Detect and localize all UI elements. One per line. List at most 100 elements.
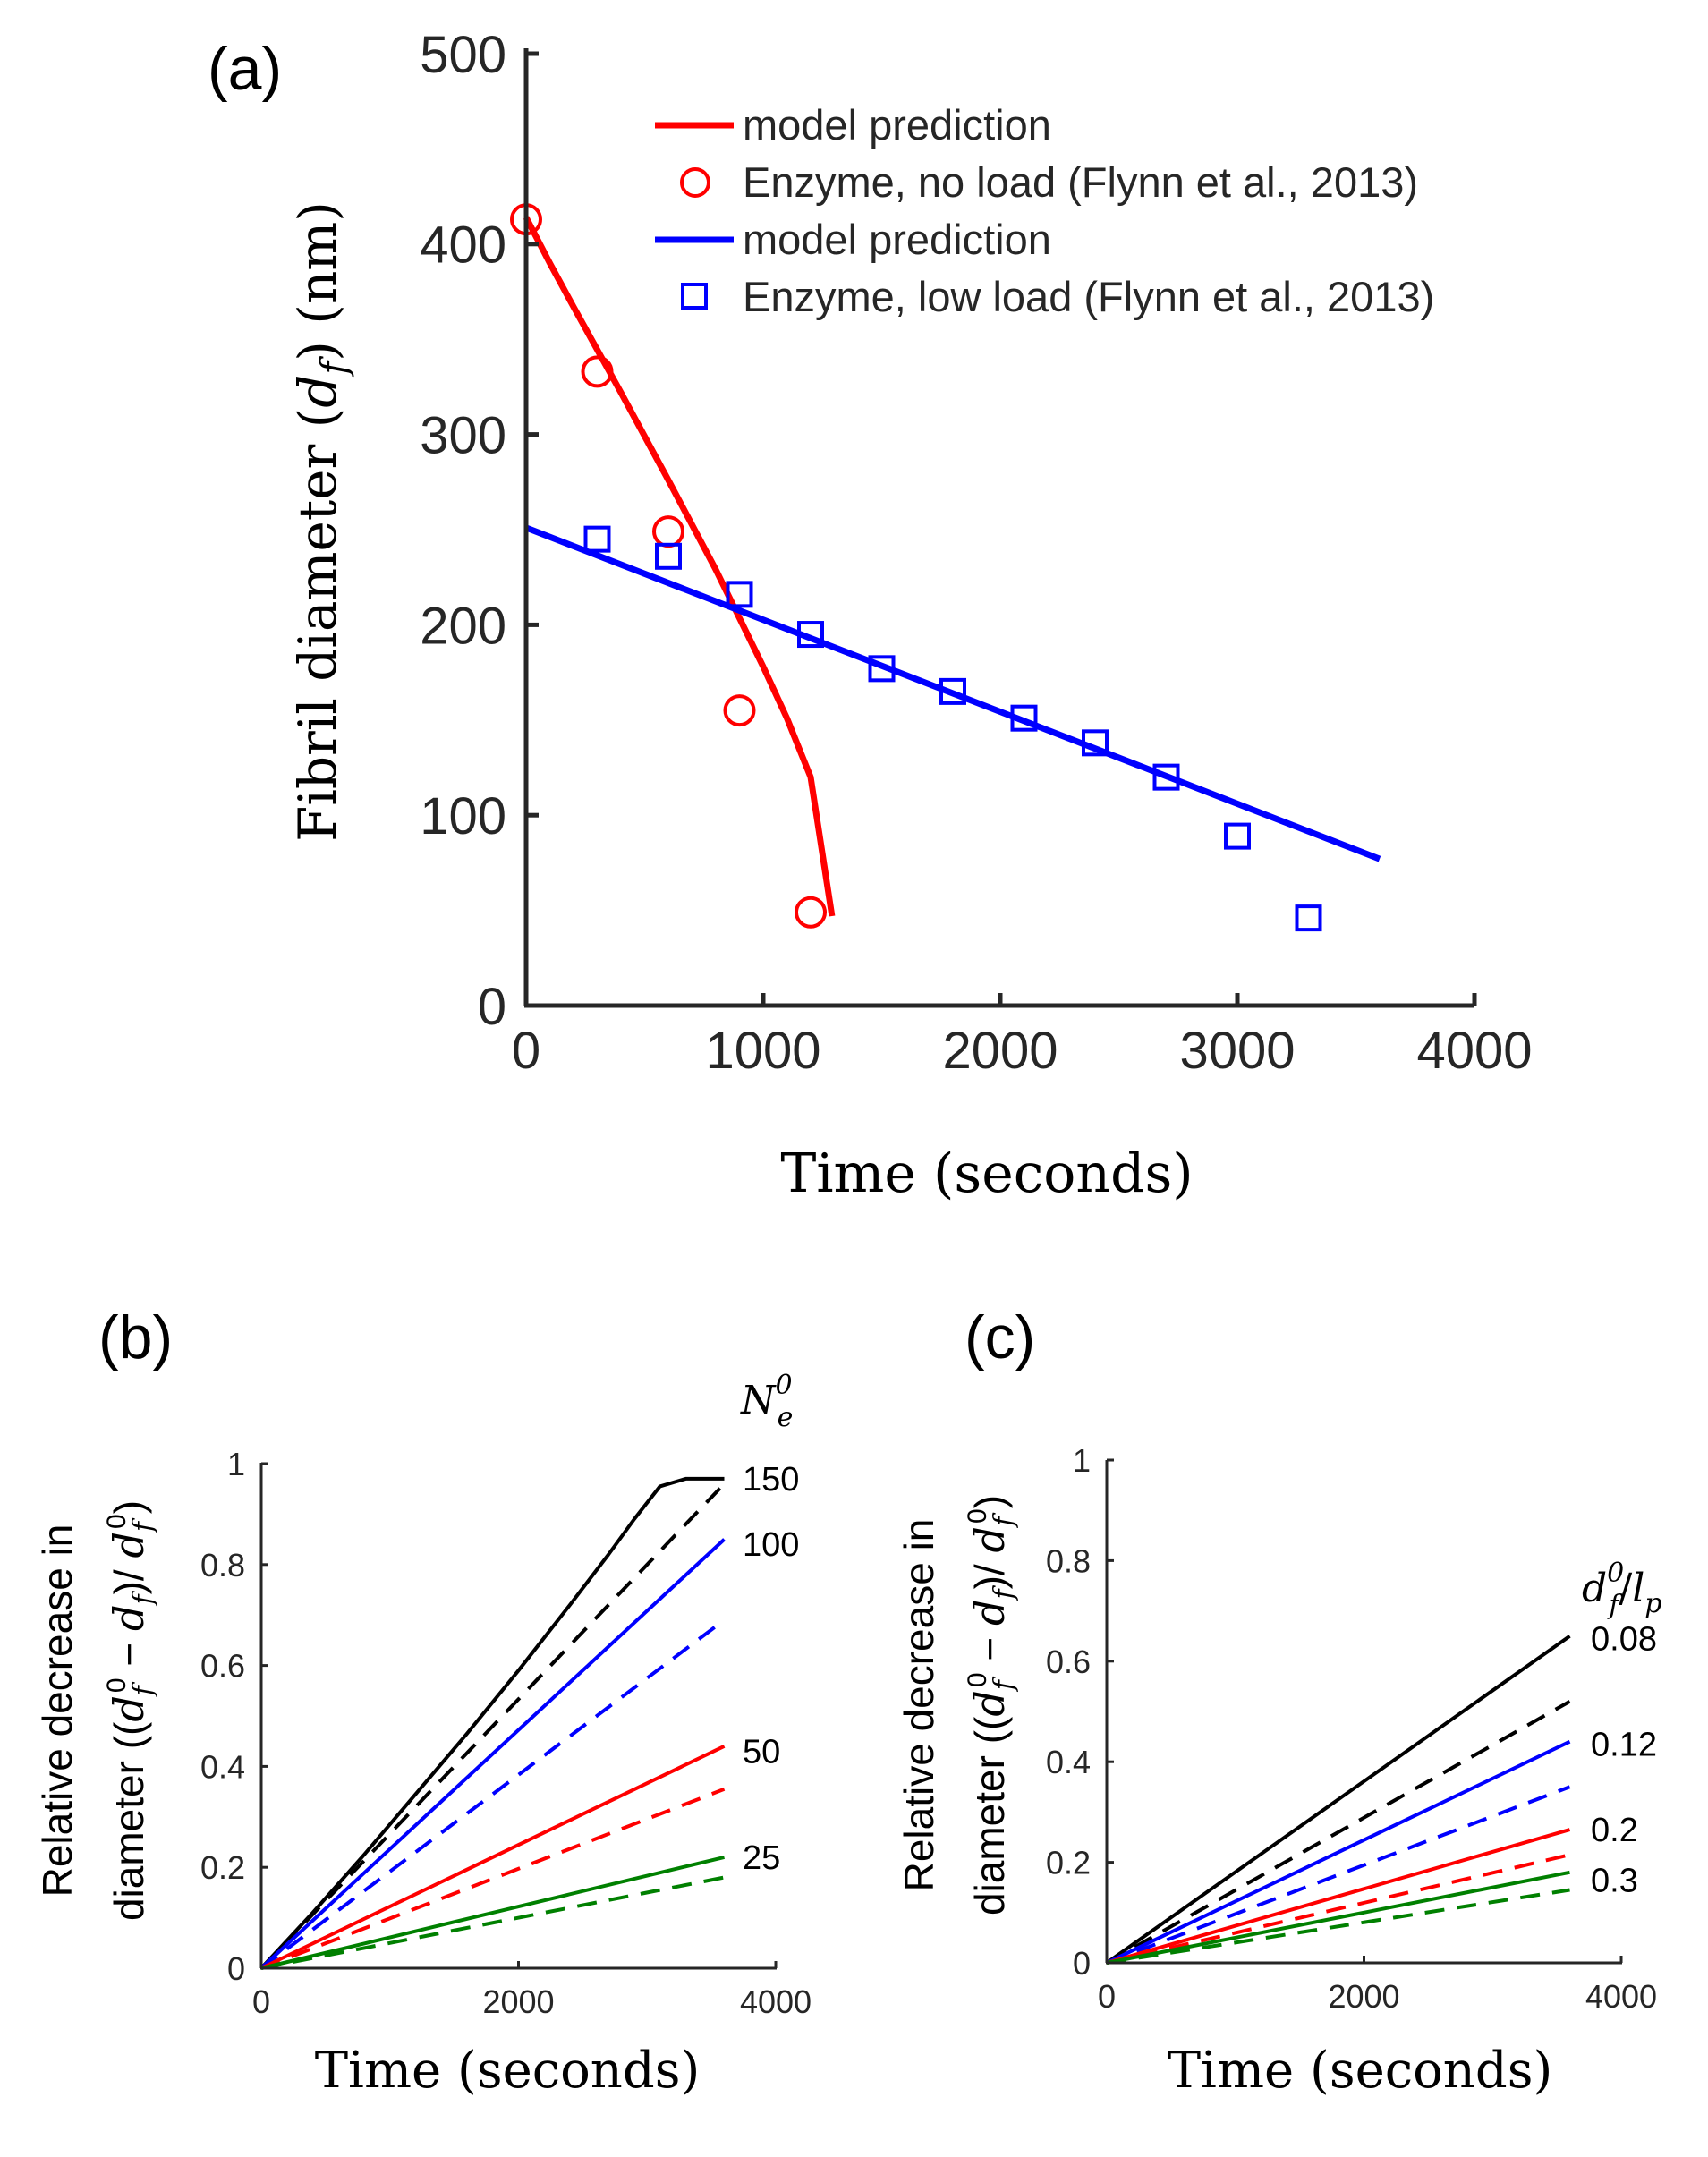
curve-label: 150	[743, 1461, 799, 1499]
panel-c-ticks: 0 2000 4000 0 0.2 0.4 0.6 0.8 1	[1046, 1442, 1657, 2015]
y-tick-label: 500	[420, 26, 506, 84]
curve-label: 50	[743, 1733, 780, 1771]
y-tick-label: 0.2	[200, 1849, 245, 1886]
y-tick-label: 200	[420, 597, 506, 655]
data-point-square	[939, 677, 966, 705]
panel-b-y-label-line1: Relative decrease in	[34, 1524, 81, 1898]
series-line	[1106, 1870, 1570, 1965]
y-tick-label: 0.8	[200, 1547, 245, 1584]
panel-b-x-label: Time (seconds)	[315, 2042, 701, 2100]
data-point-square	[655, 542, 682, 570]
data-point-square	[868, 655, 896, 683]
panel-c-x-label: Time (seconds)	[1168, 2042, 1553, 2100]
y-tick-label: 0.2	[1046, 1845, 1091, 1881]
x-tick-label: 0	[252, 1983, 270, 2020]
y-tick-label: 0.4	[200, 1748, 245, 1785]
panel-a-x-label: Time (seconds)	[780, 1142, 1193, 1205]
x-tick-label: 2000	[942, 1022, 1058, 1080]
series-line	[523, 216, 836, 917]
series-line-dashed	[1106, 1853, 1570, 1965]
x-tick-label: 0	[1098, 1978, 1116, 2015]
panel-c-legend-title: d0 f/lp	[1582, 1558, 1662, 1621]
legend-label-low-load: Enzyme, low load (Flynn et al., 2013)	[743, 273, 1434, 320]
x-tick-label: 2000	[1328, 1978, 1399, 2015]
y-tick-label: 0.6	[1046, 1643, 1091, 1680]
curve-label: 100	[743, 1526, 799, 1564]
panel-c-y-label-line2: diameter ((df0 − df)/ df0)	[963, 1495, 1020, 1915]
panel-b-legend-title: N0 e	[740, 1370, 793, 1433]
legend-marker-square	[681, 283, 708, 310]
panel-a-plot-area	[510, 203, 1381, 932]
panel-b-plot-area	[259, 1476, 726, 1970]
series-line-dashed	[260, 1787, 726, 1970]
data-point-square	[583, 525, 611, 553]
panel-a-label: (a)	[208, 35, 282, 103]
series-line	[259, 1476, 725, 1970]
data-point-square	[726, 581, 753, 608]
data-point-circle	[795, 896, 827, 929]
data-point-square	[1010, 704, 1038, 732]
panel-a-legend: model prediction Enzyme, no load (Flynn …	[655, 101, 1434, 320]
data-point-square	[1224, 822, 1251, 850]
y-tick-label: 0.4	[1046, 1744, 1091, 1780]
series-line	[1105, 1635, 1571, 1965]
x-tick-label: 4000	[740, 1983, 812, 2020]
legend-marker-circle	[680, 167, 710, 198]
data-point-square	[1082, 729, 1109, 757]
y-tick-label: 0	[478, 978, 506, 1036]
panel-b-y-label-line2: diameter ((df0 − df)/ df0)	[102, 1500, 159, 1921]
curve-label: 0.08	[1591, 1621, 1657, 1659]
y-tick-label: 0.6	[200, 1648, 245, 1685]
data-point-circle	[723, 694, 756, 727]
data-point-circle	[581, 355, 614, 388]
y-tick-label: 1	[227, 1446, 245, 1482]
x-tick-label: 4000	[1416, 1022, 1532, 1080]
y-tick-label: 1	[1073, 1442, 1091, 1479]
curve-label: 0.3	[1591, 1862, 1638, 1899]
curve-label: 0.12	[1591, 1727, 1657, 1764]
panel-b: (b) 0 2000 4000 0 0.2 0.4 0.6 0.8 1 150 100 50 25 N…	[34, 1304, 812, 2100]
panel-b-ticks: 0 2000 4000 0 0.2 0.4 0.6 0.8 1	[200, 1446, 812, 2020]
series-line-dashed	[1106, 1785, 1571, 1965]
panel-b-curve-labels: 150 100 50 25	[743, 1461, 799, 1877]
data-point-square	[1295, 904, 1322, 932]
series-line	[260, 1855, 725, 1970]
series-line-dashed	[1106, 1888, 1570, 1965]
series-line-dashed	[1106, 1700, 1571, 1965]
x-tick-label: 4000	[1585, 1978, 1657, 2015]
data-point-circle	[652, 515, 684, 548]
y-tick-label: 0.8	[1046, 1542, 1091, 1579]
panel-c-curve-labels: 0.08 0.12 0.2 0.3	[1591, 1621, 1657, 1900]
series-line	[260, 1744, 726, 1970]
panel-b-label: (b)	[98, 1304, 173, 1371]
data-point-square	[1152, 763, 1180, 791]
curve-label: 0.2	[1591, 1812, 1638, 1849]
y-tick-label: 0	[227, 1950, 245, 1987]
y-tick-label: 300	[420, 406, 506, 464]
x-tick-label: 1000	[705, 1022, 820, 1080]
panel-a: (a) 0 1000 2000 3000 4000 0 100 200 300 400 500 mo…	[208, 26, 1533, 1205]
panel-a-ticks: 0 1000 2000 3000 4000 0 100 200 300 400 500	[420, 26, 1532, 1080]
legend-label-no-load: Enzyme, no load (Flynn et al., 2013)	[743, 158, 1418, 206]
x-tick-label: 0	[512, 1022, 540, 1080]
series-line	[1106, 1828, 1571, 1965]
legend-label-model-red: model prediction	[743, 101, 1051, 149]
series-line-dashed	[260, 1875, 725, 1970]
panel-c-y-label-line1: Relative decrease in	[896, 1519, 942, 1892]
x-tick-label: 2000	[482, 1983, 554, 2020]
x-tick-label: 3000	[1179, 1022, 1295, 1080]
curve-label: 25	[743, 1839, 780, 1877]
legend-label-model-blue: model prediction	[743, 216, 1051, 263]
data-point-square	[797, 621, 824, 649]
series-line	[259, 1538, 726, 1970]
series-line	[1106, 1739, 1571, 1965]
y-tick-label: 400	[420, 217, 506, 275]
series-line	[524, 524, 1381, 862]
series-line-dashed	[259, 1482, 726, 1970]
panel-c-label: (c)	[964, 1304, 1035, 1371]
y-tick-label: 0	[1073, 1945, 1091, 1982]
panel-c-plot-area	[1105, 1635, 1571, 1965]
panel-a-y-label: Fibril diameter (df) (nm)	[287, 201, 355, 842]
